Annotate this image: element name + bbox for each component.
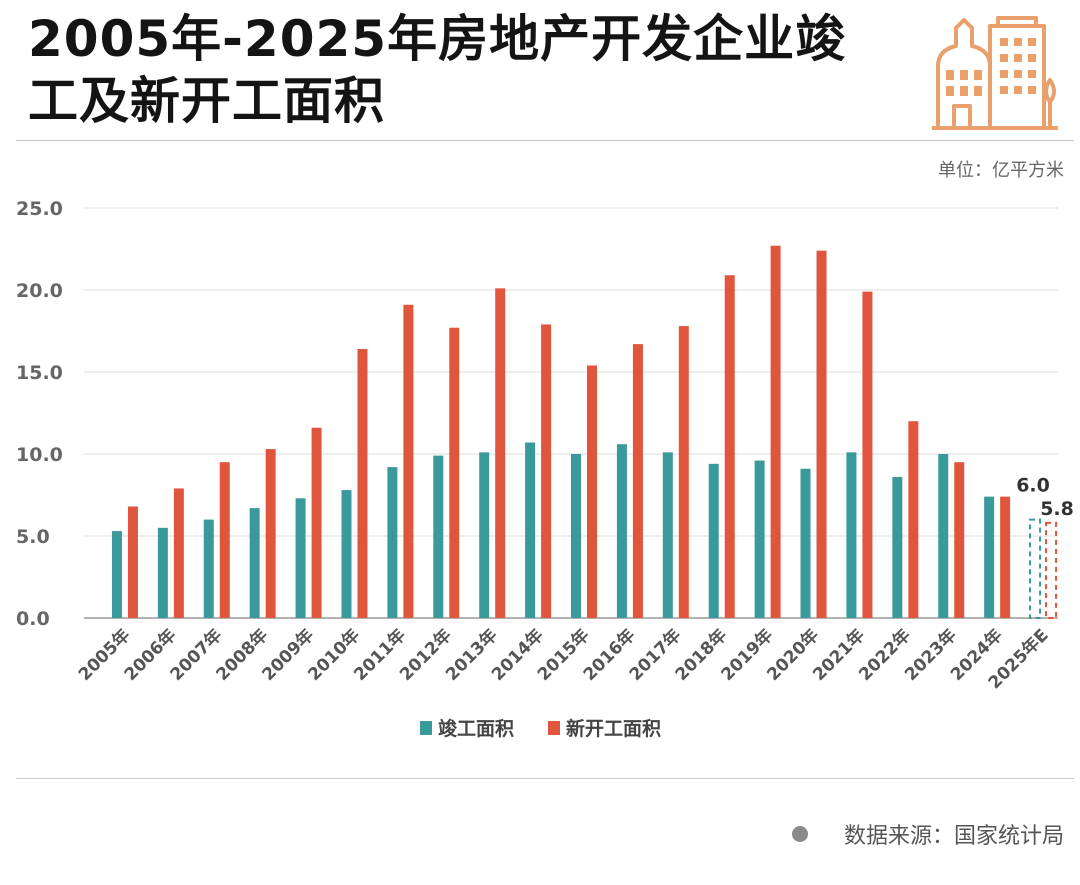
bar-completed (708, 463, 719, 618)
bar-completed (754, 460, 765, 618)
bar-new-start (908, 421, 919, 618)
bar-new-start (311, 427, 322, 618)
bar-completed (341, 490, 352, 618)
bar-new-start (127, 506, 138, 618)
bar-completed (938, 454, 949, 618)
bar-new-start (632, 344, 643, 618)
bar-completed (984, 496, 995, 618)
bar-new-start (403, 304, 414, 618)
x-axis-labels: 2005年2006年2007年2008年2009年2010年2011年2012年… (74, 625, 1052, 694)
bar-new-start (219, 462, 230, 618)
bar-completed (111, 531, 122, 618)
bar-new-start (954, 462, 965, 618)
y-tick-label: 0.0 (16, 608, 50, 630)
bar-chart: 0.0 5.0 10.0 15.0 20.0 25.0 2005年2006年2007年20… (16, 198, 1074, 740)
bar-completed (157, 527, 168, 618)
y-tick-label: 20.0 (16, 280, 63, 302)
bar-completed (433, 455, 444, 618)
data-label: 6.0 (1016, 475, 1050, 497)
y-tick-label: 15.0 (16, 362, 63, 384)
bar-completed (525, 442, 536, 618)
bar-completed (846, 452, 857, 618)
bullet-dot-icon (791, 826, 808, 842)
bar-new-start (816, 250, 827, 618)
legend-swatch (420, 721, 432, 735)
bar-new-start-estimate (1045, 521, 1058, 620)
footer-divider (16, 778, 1074, 779)
bar-completed (249, 508, 260, 618)
data-label: 5.8 (1040, 498, 1074, 520)
city-buildings-icon (932, 16, 1058, 130)
header-divider (16, 140, 1074, 141)
bars (111, 245, 1058, 620)
y-axis-ticks: 0.0 5.0 10.0 15.0 20.0 25.0 (16, 198, 63, 630)
legend: 竣工面积 新开工面积 (420, 717, 661, 740)
bar-completed (662, 452, 673, 618)
bar-new-start (495, 288, 506, 618)
bar-new-start (357, 349, 368, 618)
data-labels: 6.05.8 (1016, 475, 1074, 520)
unit-label: 单位：亿平方米 (938, 160, 1064, 181)
bar-new-start (678, 326, 689, 618)
bar-new-start (862, 291, 873, 618)
y-tick-label: 10.0 (16, 444, 63, 466)
bar-completed (571, 454, 581, 618)
chart-title: 2005年-2025年房地产开发企业竣工及新开工面积 (28, 10, 847, 130)
bar-completed (616, 444, 627, 618)
bar-new-start (449, 327, 460, 618)
bar-new-start (587, 365, 597, 618)
y-tick-label: 5.0 (16, 526, 50, 548)
bar-completed (295, 498, 306, 618)
y-tick-label: 25.0 (16, 198, 63, 220)
bar-new-start (265, 449, 276, 618)
legend-label: 竣工面积 (438, 717, 514, 740)
bar-completed-estimate (1029, 518, 1042, 620)
bar-completed (892, 476, 903, 618)
bar-new-start (173, 488, 184, 618)
bar-new-start (770, 245, 781, 618)
bar-completed (387, 467, 398, 618)
legend-label: 新开工面积 (566, 717, 661, 740)
bar-completed (203, 519, 214, 618)
bar-completed (479, 452, 490, 618)
source-label: 数据来源：国家统计局 (843, 824, 1064, 849)
bar-new-start (1000, 496, 1011, 618)
legend-swatch (548, 721, 560, 735)
bar-new-start (724, 275, 735, 618)
bar-new-start (541, 324, 552, 618)
bar-completed (800, 468, 811, 618)
source-note: 数据来源：国家统计局 (791, 818, 1064, 850)
